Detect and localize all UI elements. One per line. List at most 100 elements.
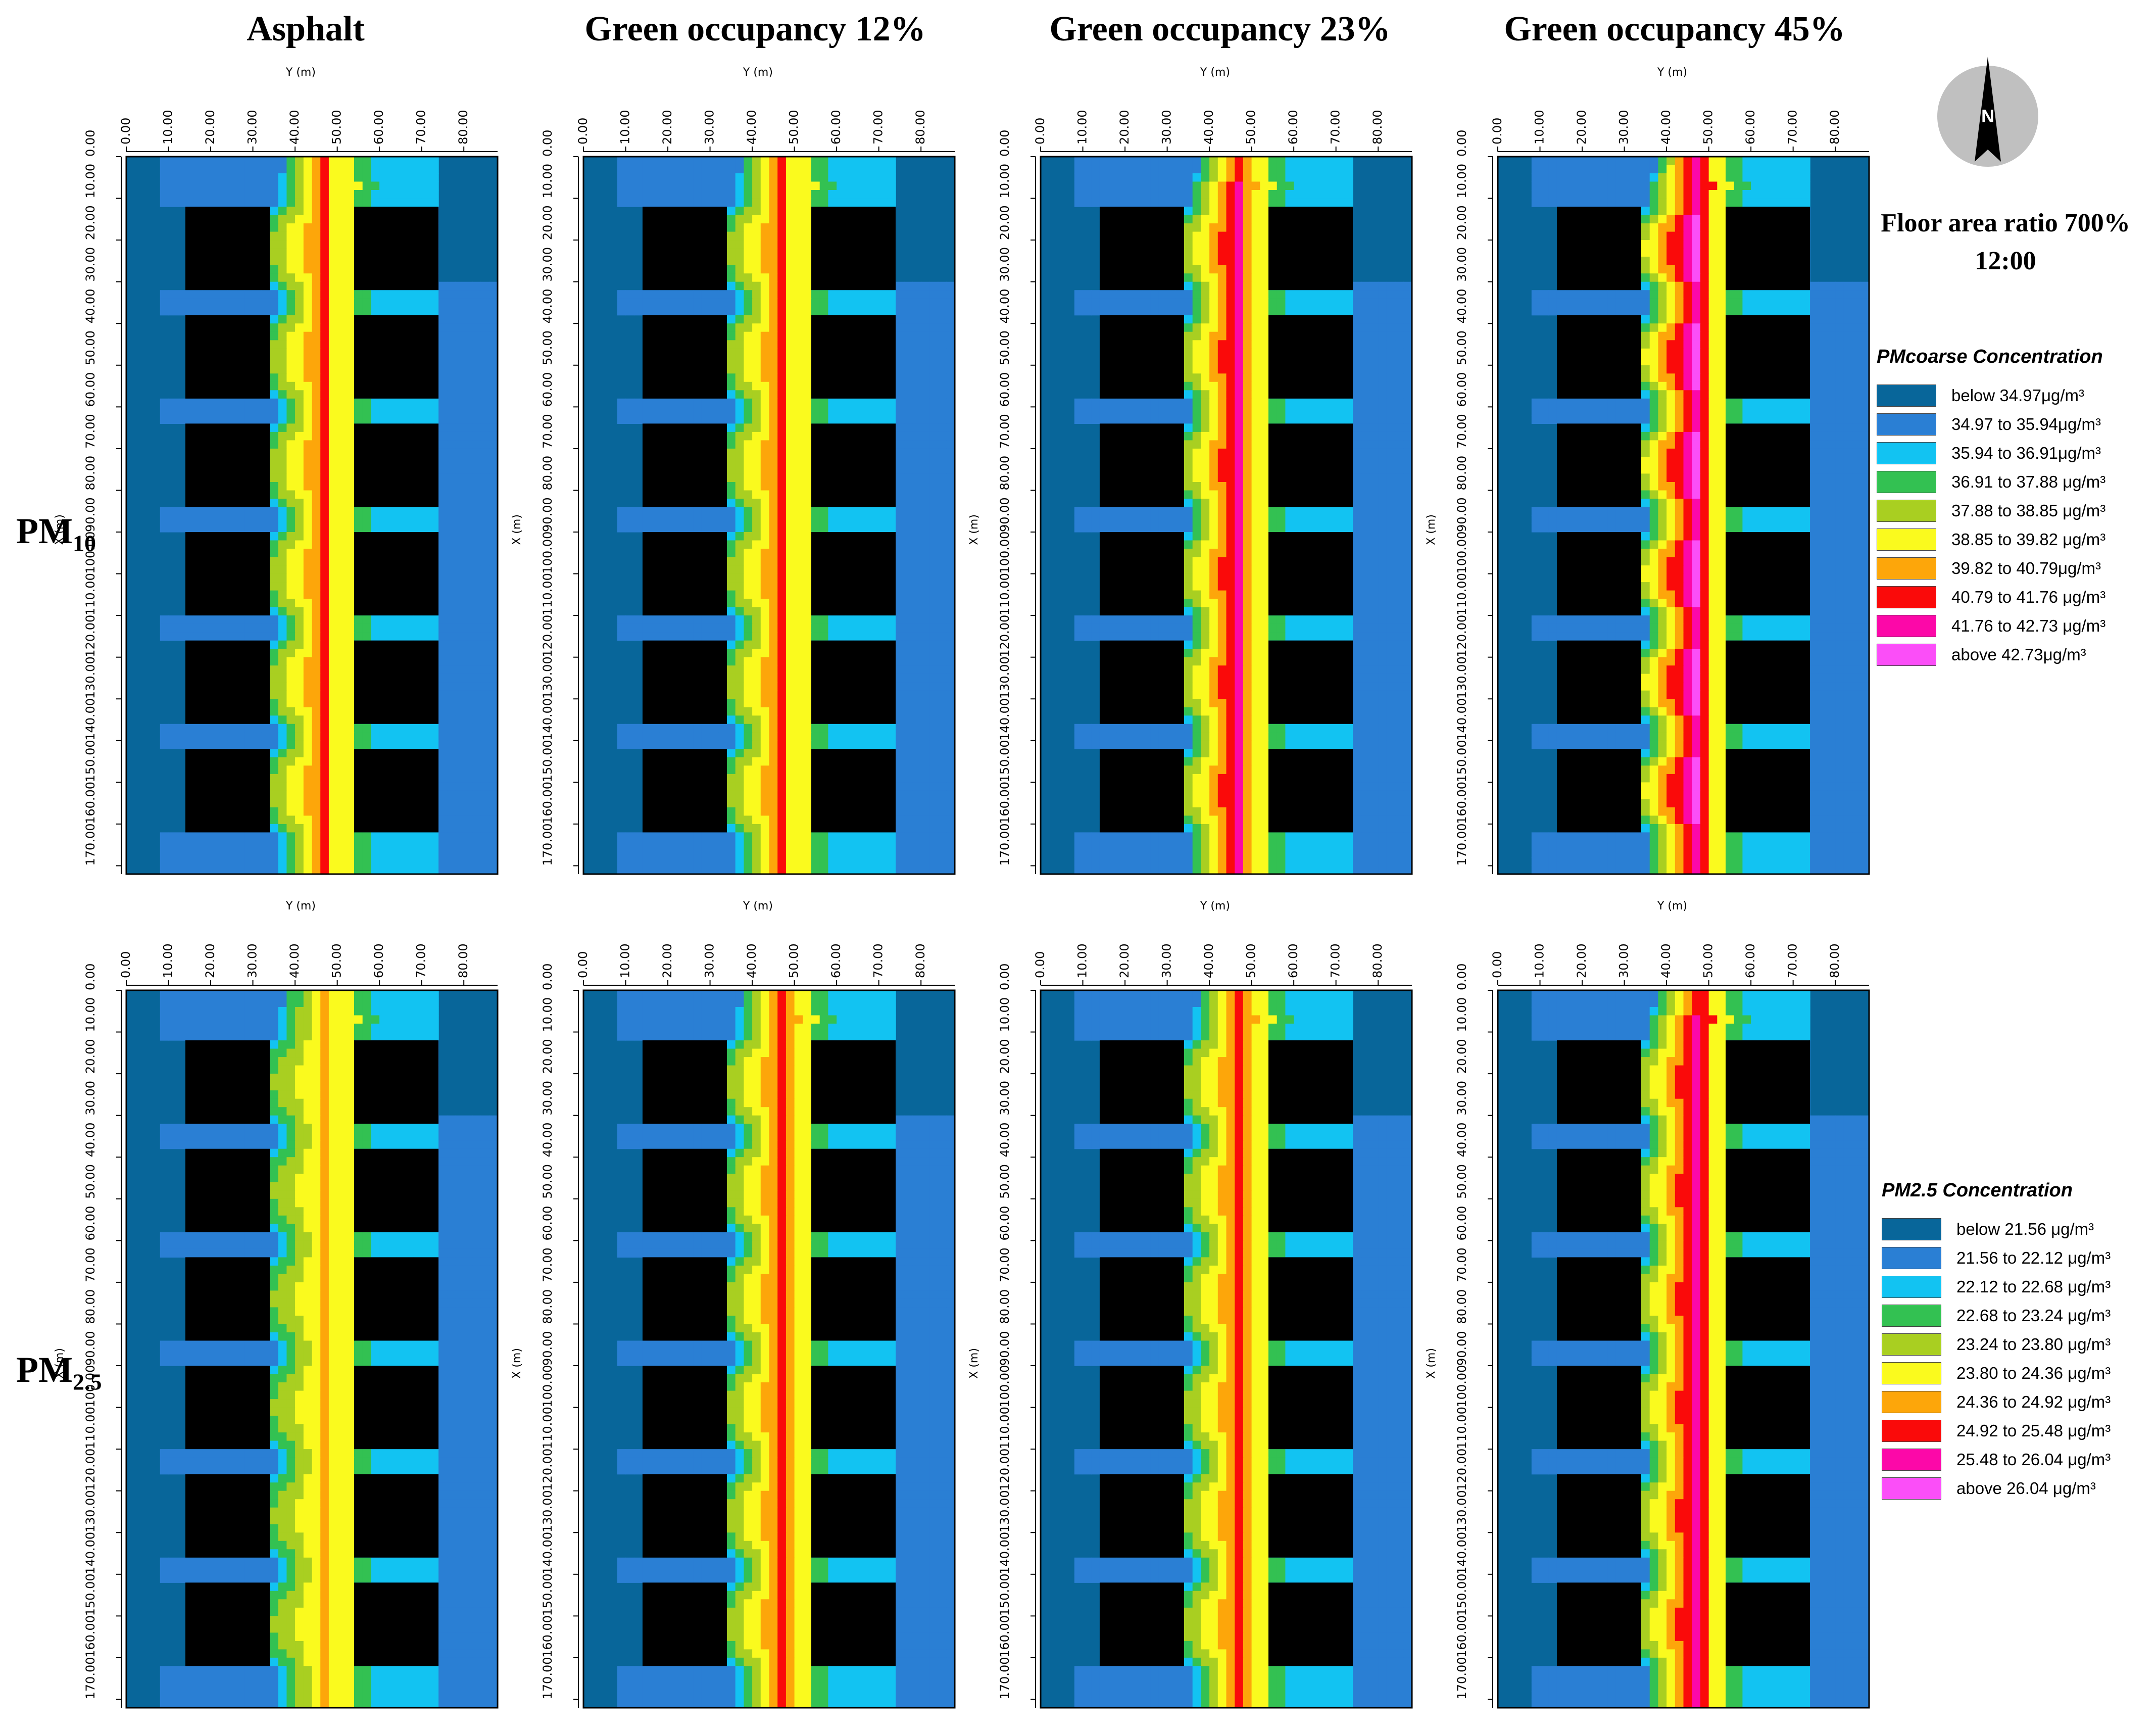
heatmap-cell: [811, 157, 820, 166]
heatmap-cell: [845, 407, 854, 416]
heatmap-cell: [617, 157, 626, 166]
heatmap-cell: [769, 623, 778, 633]
heatmap-cell: [312, 782, 321, 791]
heatmap-cell: [455, 499, 464, 508]
heatmap-cell: [929, 582, 939, 591]
heatmap-cell: [837, 515, 846, 524]
heatmap-cell: [270, 749, 279, 758]
heatmap-cell: [185, 632, 194, 641]
heatmap-cell: [617, 507, 626, 516]
heatmap-cell: [320, 315, 329, 324]
heatmap-cell: [760, 740, 770, 749]
heatmap-cell: [354, 190, 363, 199]
heatmap-cell: [320, 740, 329, 749]
heatmap-cell: [261, 198, 270, 207]
heatmap-cell: [320, 649, 329, 658]
heatmap-cell: [786, 473, 795, 483]
heatmap-cell: [878, 165, 888, 174]
heatmap-cell: [244, 290, 254, 299]
heatmap-cell: [489, 724, 498, 733]
map-panel-pm10-asphalt: Y (m) 0.00 10.00 20.00 30.00 40.00 50.00 60.00 7…: [45, 63, 510, 887]
heatmap-cell: [346, 357, 355, 366]
heatmap-cell: [684, 298, 694, 307]
heatmap-cell: [786, 431, 795, 441]
heatmap-cell: [735, 457, 744, 466]
heatmap-cell: [760, 423, 770, 432]
heatmap-cell: [642, 615, 652, 624]
heatmap-cell: [472, 665, 481, 675]
heatmap-cell: [387, 615, 397, 624]
heatmap-cell: [278, 323, 287, 332]
heatmap-cell: [938, 507, 947, 516]
heatmap-cell: [303, 190, 313, 199]
heatmap-cell: [346, 657, 355, 666]
heatmap-cell: [278, 557, 287, 566]
heatmap-cell: [803, 724, 812, 733]
heatmap-cell: [270, 690, 279, 699]
heatmap-cell: [769, 607, 778, 616]
heatmap-cell: [278, 398, 287, 407]
heatmap-cell: [227, 165, 236, 174]
heatmap-cell: [303, 465, 313, 474]
heatmap-cell: [346, 231, 355, 240]
heatmap-cell: [320, 790, 329, 799]
heatmap-cell: [625, 732, 634, 741]
heatmap-cell: [464, 649, 473, 658]
heatmap-cell: [270, 532, 279, 541]
heatmap-cell: [786, 482, 795, 491]
heatmap-cell: [480, 340, 489, 349]
heatmap-cell: [278, 573, 287, 583]
heatmap-cell: [946, 473, 955, 483]
heatmap-cell: [828, 632, 837, 641]
heatmap-cell: [396, 515, 405, 524]
map-frame: [125, 156, 499, 875]
heatmap-cell: [777, 407, 787, 416]
heatmap-cell: [617, 173, 626, 182]
heatmap-cell: [270, 865, 279, 875]
heatmap-cell: [447, 841, 456, 850]
heatmap-cell: [286, 240, 296, 249]
heatmap-cell: [379, 857, 388, 866]
heatmap-cell: [278, 765, 287, 775]
heatmap-cell: [929, 440, 939, 449]
heatmap-cell: [659, 407, 668, 416]
heatmap-cell: [735, 265, 744, 274]
heatmap-cell: [803, 181, 812, 190]
heatmap-cell: [346, 173, 355, 182]
heatmap-cell: [752, 457, 761, 466]
heatmap-cell: [659, 398, 668, 407]
heatmap-cell: [794, 623, 803, 633]
heatmap-cell: [253, 732, 262, 741]
heatmap-cell: [786, 423, 795, 432]
heatmap-cell: [303, 223, 313, 232]
heatmap-cell: [777, 298, 787, 307]
heatmap-cell: [929, 557, 939, 566]
heatmap-cell: [878, 290, 888, 299]
heatmap-cell: [480, 423, 489, 432]
heatmap-cell: [464, 557, 473, 566]
heatmap-cell: [489, 515, 498, 524]
heatmap-cell: [921, 523, 930, 533]
heatmap-cell: [929, 607, 939, 616]
heatmap-cell: [794, 281, 803, 291]
heatmap-cell: [295, 348, 304, 357]
heatmap-cell: [278, 365, 287, 374]
heatmap-cell: [760, 565, 770, 574]
heatmap-cell: [472, 407, 481, 416]
heatmap-cell: [938, 365, 947, 374]
heatmap-cell: [328, 365, 338, 374]
heatmap-cell: [261, 398, 270, 407]
heatmap-cell: [320, 857, 329, 866]
heatmap-cell: [346, 582, 355, 591]
heatmap-cell: [676, 515, 685, 524]
heatmap-cell: [312, 290, 321, 299]
heatmap-cell: [160, 157, 169, 166]
heatmap-cell: [735, 290, 744, 299]
heatmap-cell: [320, 765, 329, 775]
heatmap-cell: [634, 298, 643, 307]
heatmap-cell: [261, 523, 270, 533]
heatmap-cell: [438, 499, 448, 508]
heatmap-cell: [328, 849, 338, 858]
heatmap-cell: [270, 507, 279, 516]
heatmap-cell: [168, 615, 177, 624]
